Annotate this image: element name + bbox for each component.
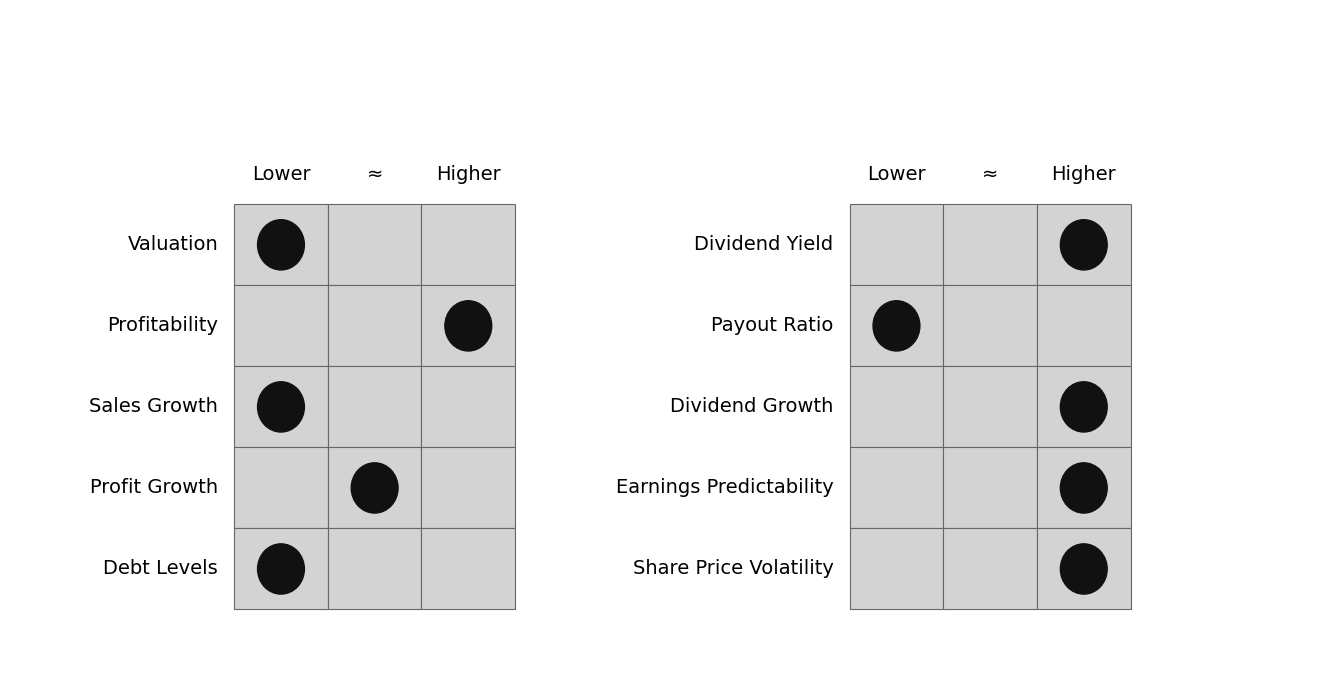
Bar [234,447,328,528]
Bar [234,285,328,366]
Ellipse shape [257,220,305,270]
Text: Higher: Higher [436,165,500,184]
Bar [943,204,1037,285]
Bar [1037,447,1131,528]
Bar [943,528,1037,609]
Text: ≈: ≈ [367,165,383,184]
Ellipse shape [257,382,305,432]
Ellipse shape [257,544,305,594]
Bar [850,204,943,285]
Bar [850,285,943,366]
Bar [850,447,943,528]
Bar [850,528,943,609]
Bar [328,204,421,285]
Text: Debt Levels: Debt Levels [103,560,218,578]
Text: ≈: ≈ [982,165,998,184]
Bar [328,366,421,447]
Bar [234,366,328,447]
Text: Sector Characteristics versus Market: Sector Characteristics versus Market [24,31,720,63]
Bar [1037,528,1131,609]
Text: Profitability: Profitability [107,317,218,335]
Ellipse shape [444,301,491,351]
Bar [328,528,421,609]
Bar [234,204,328,285]
Text: Lower: Lower [867,165,926,184]
Text: Dividend Yield: Dividend Yield [694,236,834,254]
Ellipse shape [351,463,399,513]
Bar [943,447,1037,528]
Text: Sales Growth: Sales Growth [90,398,218,416]
Ellipse shape [1060,220,1108,270]
Bar [328,447,421,528]
Text: Lower: Lower [252,165,310,184]
Ellipse shape [1060,544,1108,594]
Bar [421,204,515,285]
Bar [234,528,328,609]
Ellipse shape [1060,382,1108,432]
Text: Profit Growth: Profit Growth [90,479,218,497]
Bar [1037,204,1131,285]
Bar [1037,366,1131,447]
Bar [328,285,421,366]
Ellipse shape [1060,463,1108,513]
Text: Payout Ratio: Payout Ratio [712,317,834,335]
Bar [421,366,515,447]
Bar [421,285,515,366]
Ellipse shape [874,301,921,351]
Bar [943,366,1037,447]
Text: Share Price Volatility: Share Price Volatility [633,560,834,578]
Bar [1037,285,1131,366]
Bar [421,528,515,609]
Bar [850,366,943,447]
Text: Earnings Predictability: Earnings Predictability [615,479,834,497]
Bar [421,447,515,528]
Text: Valuation: Valuation [127,236,218,254]
Text: Higher: Higher [1052,165,1116,184]
Bar [943,285,1037,366]
Text: Dividend Growth: Dividend Growth [670,398,834,416]
